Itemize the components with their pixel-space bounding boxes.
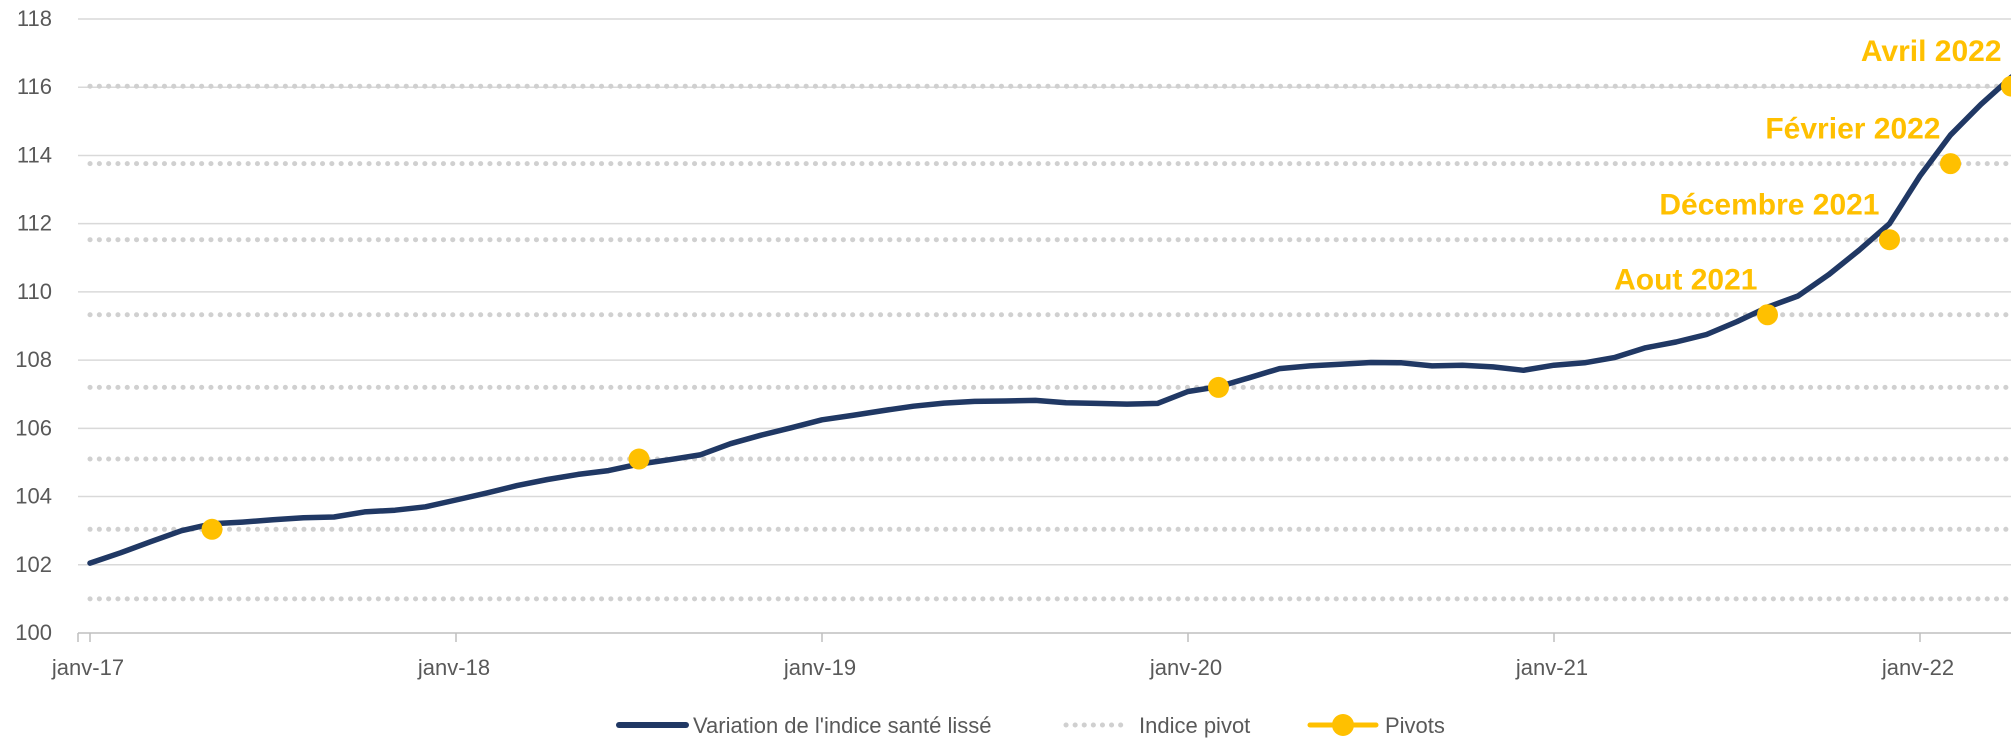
y-tick-label: 118	[17, 6, 52, 31]
pivot-markers	[201, 75, 2011, 540]
pivot-marker[interactable]	[1879, 229, 1900, 251]
x-tick-label: janv-18	[417, 655, 490, 680]
annotations: Aout 2021 Décembre 2021 Février 2022 Avril …	[1614, 35, 2001, 297]
y-tick-label: 108	[15, 347, 52, 372]
pivot-marker[interactable]	[2001, 75, 2011, 97]
y-tick-label: 116	[17, 74, 52, 99]
y-tick-label: 102	[15, 552, 52, 577]
y-tick-label: 100	[15, 620, 52, 645]
legend-label-pivots: Pivots	[1385, 713, 1445, 738]
y-tick-label: 110	[17, 279, 52, 304]
pivot-marker[interactable]	[1757, 304, 1778, 326]
x-tick-label: janv-17	[51, 655, 124, 680]
series-line	[87, 74, 2011, 566]
pivot-marker[interactable]	[628, 448, 650, 470]
x-tick-label: janv-21	[1515, 655, 1588, 680]
legend-label-series: Variation de l'indice santé lissé	[693, 713, 992, 738]
y-tick-label: 114	[17, 142, 52, 167]
pivot-annotation: Février 2022	[1765, 113, 1940, 146]
series-line-path	[87, 74, 2011, 566]
y-tick-label: 106	[15, 415, 52, 440]
pivot-marker[interactable]	[201, 518, 223, 540]
x-tick-label: janv-19	[783, 655, 856, 680]
legend-item-pivot-index[interactable]: Indice pivot	[1063, 713, 1250, 738]
pivot-annotation: Aout 2021	[1614, 264, 1757, 297]
y-axis: 100 102 104 106 108 110 112 114 116 118	[15, 6, 52, 645]
legend: Variation de l'indice santé lissé Indice…	[616, 713, 1445, 738]
pivot-annotation: Avril 2022	[1861, 35, 2002, 68]
y-tick-label: 104	[15, 484, 52, 509]
legend-item-series[interactable]: Variation de l'indice santé lissé	[616, 713, 992, 738]
x-tick-label: janv-22	[1881, 655, 1954, 680]
legend-label-pivot-index: Indice pivot	[1139, 713, 1250, 738]
pivot-marker[interactable]	[1208, 376, 1229, 398]
legend-marker-pivots	[1332, 714, 1354, 736]
x-tick-label: janv-20	[1149, 655, 1222, 680]
y-tick-label: 112	[17, 211, 52, 236]
legend-item-pivots[interactable]: Pivots	[1307, 713, 1445, 738]
pivot-lines	[87, 83, 2011, 602]
gridlines	[78, 18, 2011, 634]
x-axis: janv-17 janv-18 janv-19 janv-20 janv-21 janv-…	[51, 633, 1954, 680]
pivot-marker[interactable]	[1940, 153, 1961, 175]
pivot-annotation: Décembre 2021	[1659, 189, 1879, 222]
